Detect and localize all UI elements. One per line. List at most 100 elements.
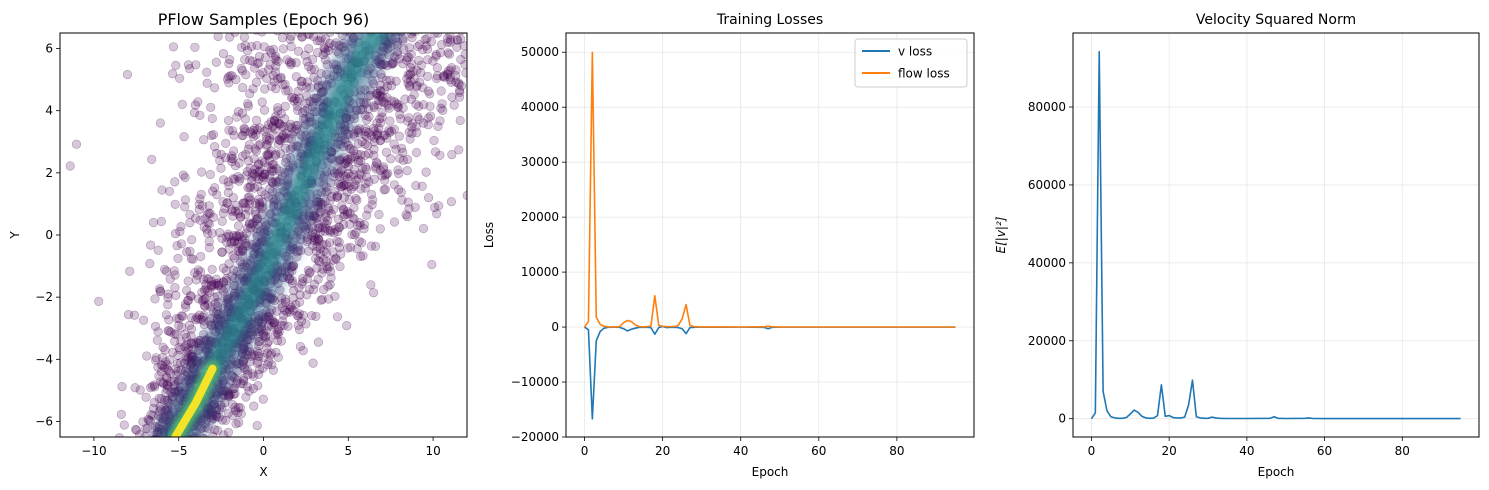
velocity-x-ticks: 0 20 40 60 80 [1088, 437, 1410, 458]
scatter-point [295, 297, 305, 307]
scatter-point [371, 157, 382, 167]
scatter-point [273, 33, 282, 36]
scatter-point [160, 345, 170, 355]
scatter-point [360, 124, 370, 134]
scatter-point [385, 127, 395, 137]
scatter-point [289, 286, 299, 296]
scatter-point [238, 379, 248, 389]
scatter-point [358, 163, 368, 174]
scatter-point [196, 251, 206, 262]
scatter-point [164, 366, 174, 376]
scatter-point [239, 363, 249, 373]
scatter-point [301, 319, 311, 329]
scatter-point [257, 97, 267, 107]
scatter-point [208, 431, 218, 437]
scatter-point [329, 40, 339, 51]
scatter-point [253, 181, 263, 192]
scatter-point [214, 280, 224, 290]
scatter-point [192, 270, 203, 280]
scatter-point [324, 262, 334, 272]
scatter-point [158, 361, 168, 371]
scatter-point [271, 149, 281, 159]
scatter-point [316, 33, 326, 43]
scatter-point [326, 266, 336, 277]
scatter-point [385, 20, 394, 29]
scatter-point [334, 172, 345, 182]
scatter-point [210, 298, 220, 309]
scatter-point [418, 118, 429, 128]
scatter-point [212, 291, 223, 301]
scatter-point [349, 170, 359, 180]
scatter-point [369, 144, 379, 154]
x-tick-label: 5 [344, 444, 352, 458]
scatter-point [122, 69, 133, 80]
scatter-point [170, 329, 180, 339]
scatter-point [240, 54, 250, 65]
scatter-point [388, 24, 397, 33]
scatter-point [259, 157, 270, 167]
scatter-point [451, 70, 461, 81]
scatter-point [289, 96, 299, 106]
scatter-point [253, 381, 263, 391]
scatter-point [286, 134, 297, 144]
scatter-point [233, 209, 243, 219]
scatter-point [356, 184, 366, 194]
scatter-point [375, 114, 385, 124]
scatter-point [357, 238, 367, 248]
scatter-point [352, 125, 362, 135]
scatter-point [203, 218, 213, 228]
scatter-point [377, 23, 386, 32]
scatter-point [219, 175, 229, 185]
scatter-point [404, 204, 414, 214]
scatter-point [325, 38, 335, 49]
scatter-point [232, 230, 242, 241]
scatter-point [163, 326, 173, 336]
scatter-point [229, 389, 239, 400]
scatter-point [131, 425, 142, 435]
scatter-point [285, 305, 295, 315]
scatter-point [168, 42, 179, 52]
scatter-point [375, 86, 385, 96]
scatter-point [369, 288, 379, 298]
scatter-point [264, 64, 274, 74]
scatter-point [407, 119, 418, 129]
scatter-point [403, 197, 413, 207]
scatter-point [251, 77, 261, 87]
scatter-point [440, 72, 450, 82]
scatter-point [247, 219, 257, 229]
scatter-point [155, 439, 164, 448]
scatter-point [412, 65, 422, 75]
scatter-point [386, 96, 397, 106]
scatter-point [389, 124, 399, 134]
scatter-point [444, 49, 455, 59]
scatter-point [372, 130, 382, 140]
scatter-point [231, 74, 241, 85]
scatter-point [353, 174, 364, 184]
scatter-point [335, 261, 345, 272]
scatter-point [343, 168, 354, 178]
scatter-point [427, 259, 437, 270]
scatter-point [346, 144, 356, 154]
scatter-point [350, 180, 360, 190]
scatter-point [277, 298, 287, 309]
scatter-point [337, 165, 347, 175]
scatter-point [251, 198, 261, 208]
scatter-point [266, 48, 276, 58]
scatter-point [280, 294, 290, 304]
scatter-point [271, 61, 281, 71]
scatter-point [395, 109, 405, 120]
scatter-point [190, 42, 200, 52]
scatter-point [268, 44, 279, 55]
scatter-point [376, 86, 386, 96]
scatter-point [320, 226, 330, 236]
x-tick-label: 60 [811, 444, 826, 458]
scatter-point [452, 34, 462, 45]
scatter-point [267, 122, 278, 132]
scatter-point [460, 59, 467, 70]
scatter-point [178, 311, 188, 321]
scatter-point [227, 400, 238, 410]
scatter-point [218, 208, 228, 218]
scatter-point [369, 174, 379, 184]
scatter-point [318, 239, 328, 250]
scatter-point [171, 290, 181, 301]
